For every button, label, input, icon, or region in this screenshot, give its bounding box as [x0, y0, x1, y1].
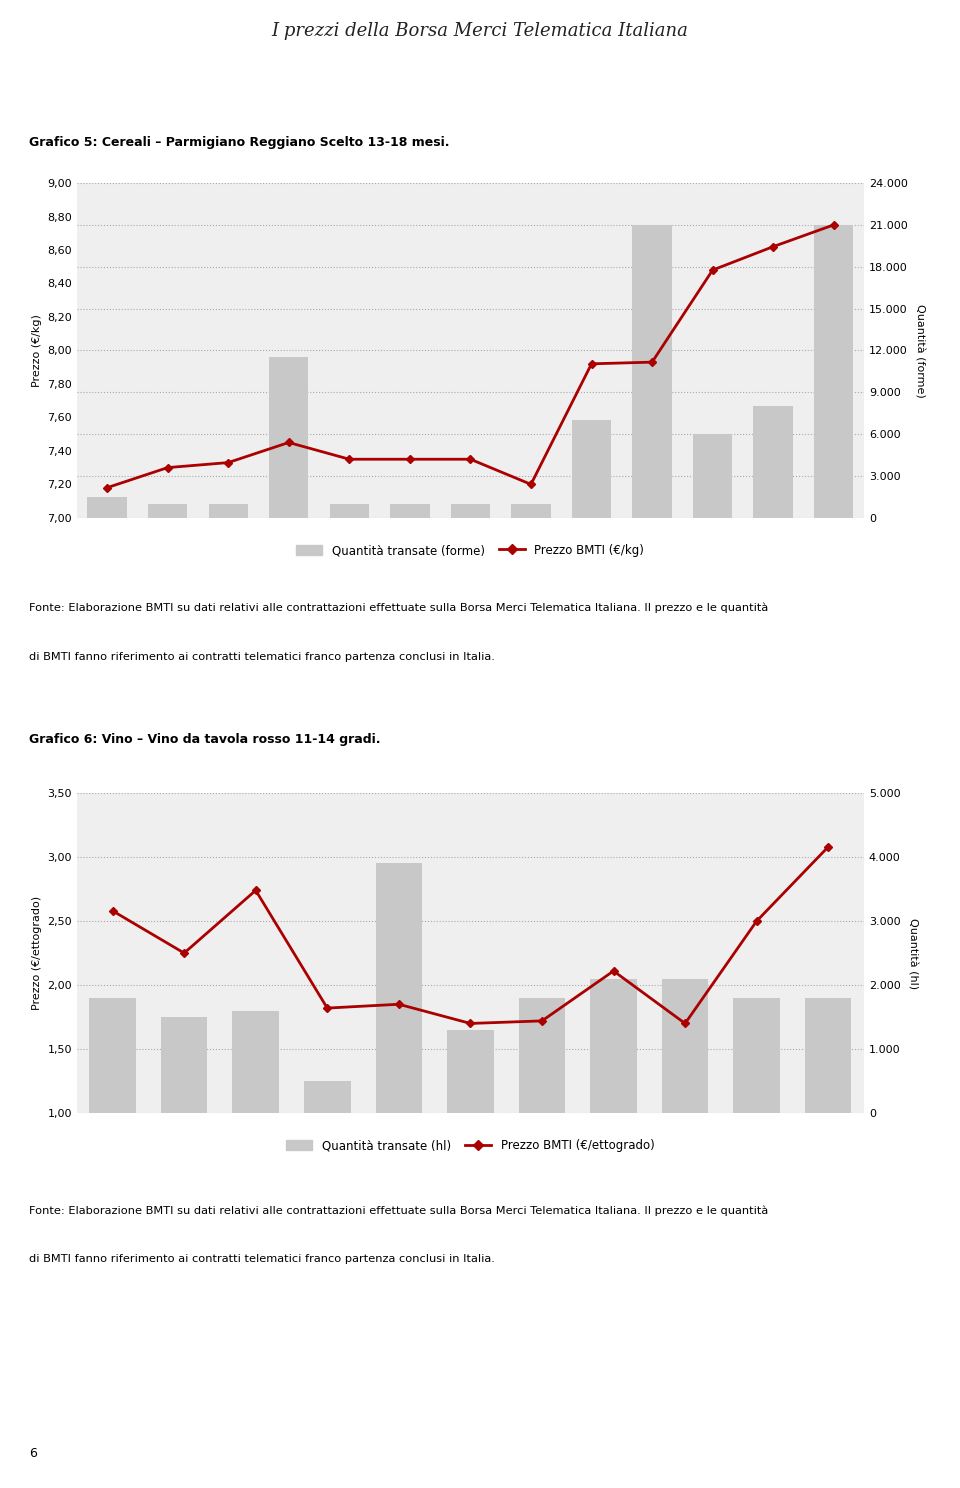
Bar: [89, 998, 135, 1113]
Bar: [804, 998, 852, 1113]
Text: di BMTI fanno riferimento ai contratti telematici franco partenza conclusi in It: di BMTI fanno riferimento ai contratti t…: [29, 652, 494, 662]
Y-axis label: Quantità (forme): Quantità (forme): [915, 304, 924, 397]
Bar: [450, 504, 490, 518]
Text: Fonte: Elaborazione BMTI su dati relativi alle contrattazioni effettuate sulla B: Fonte: Elaborazione BMTI su dati relativ…: [29, 1205, 768, 1216]
Legend: Quantità transate (forme), Prezzo BMTI (€/kg): Quantità transate (forme), Prezzo BMTI (…: [297, 545, 644, 557]
Bar: [733, 998, 780, 1113]
Y-axis label: Quantità (hl): Quantità (hl): [907, 918, 918, 988]
Bar: [161, 1018, 207, 1113]
Bar: [232, 1010, 279, 1113]
Text: 6: 6: [29, 1448, 36, 1460]
Bar: [447, 1030, 493, 1113]
Text: I prezzi della Borsa Merci Telematica Italiana: I prezzi della Borsa Merci Telematica It…: [272, 22, 688, 40]
Bar: [693, 434, 732, 518]
Bar: [590, 979, 636, 1113]
Bar: [375, 863, 422, 1113]
Bar: [269, 357, 308, 518]
Text: Fonte: Elaborazione BMTI su dati relativi alle contrattazioni effettuate sulla B: Fonte: Elaborazione BMTI su dati relativ…: [29, 603, 768, 613]
Bar: [814, 225, 853, 518]
Bar: [572, 420, 612, 518]
Bar: [512, 504, 551, 518]
Text: Grafico 6: Vino – Vino da tavola rosso 11-14 gradi.: Grafico 6: Vino – Vino da tavola rosso 1…: [29, 734, 380, 745]
Y-axis label: Prezzo (€/kg): Prezzo (€/kg): [32, 314, 41, 387]
Bar: [633, 225, 672, 518]
Legend: Quantità transate (hl), Prezzo BMTI (€/ettogrado): Quantità transate (hl), Prezzo BMTI (€/e…: [286, 1140, 655, 1152]
Text: Grafico 5: Cereali – Parmigiano Reggiano Scelto 13-18 mesi.: Grafico 5: Cereali – Parmigiano Reggiano…: [29, 137, 449, 149]
Bar: [661, 979, 708, 1113]
Bar: [329, 504, 369, 518]
Bar: [390, 504, 429, 518]
Bar: [518, 998, 565, 1113]
Y-axis label: Prezzo (€/ettogrado): Prezzo (€/ettogrado): [32, 896, 41, 1010]
Bar: [208, 504, 248, 518]
Bar: [87, 497, 127, 518]
Bar: [148, 504, 187, 518]
Text: di BMTI fanno riferimento ai contratti telematici franco partenza conclusi in It: di BMTI fanno riferimento ai contratti t…: [29, 1254, 494, 1265]
Bar: [304, 1080, 350, 1113]
Bar: [754, 406, 793, 518]
